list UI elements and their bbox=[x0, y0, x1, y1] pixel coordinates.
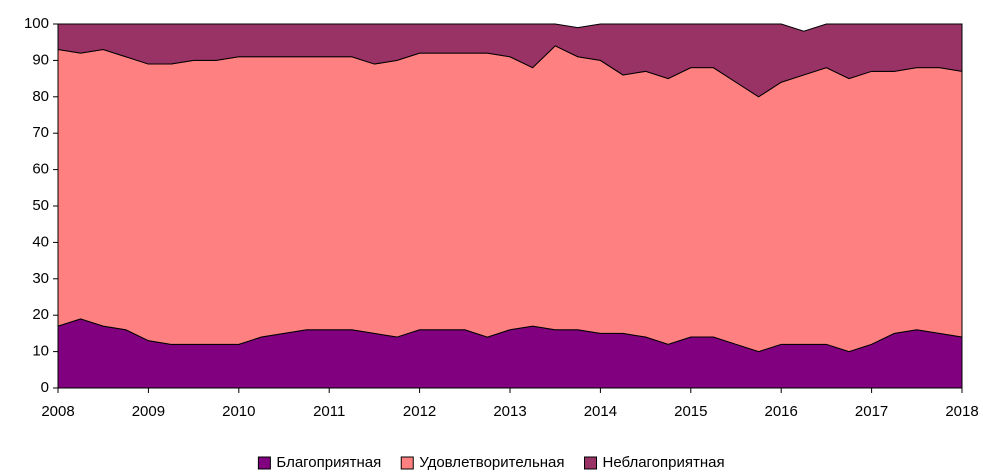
area bbox=[57, 23, 963, 98]
y-tick-label: 10 bbox=[32, 343, 49, 360]
y-tick-label: 0 bbox=[41, 379, 49, 396]
x-tick-label: 2018 bbox=[945, 403, 978, 420]
x-tick-label: 2010 bbox=[222, 403, 255, 420]
x-tick-label: 2015 bbox=[674, 403, 707, 420]
y-tick-label: 20 bbox=[32, 306, 49, 323]
x-tick-label: 2011 bbox=[313, 403, 345, 420]
y-tick-label: 60 bbox=[32, 161, 49, 178]
legend-swatch bbox=[257, 456, 271, 470]
legend-label: Благоприятная bbox=[276, 454, 381, 471]
x-tick-label: 2016 bbox=[765, 403, 798, 420]
legend-label: Неблагоприятная bbox=[603, 454, 725, 471]
y-tick-label: 50 bbox=[32, 197, 49, 214]
y-tick-label: 40 bbox=[32, 233, 49, 250]
x-tick-label: 2009 bbox=[132, 403, 165, 420]
area bbox=[57, 45, 963, 353]
y-tick-label: 70 bbox=[32, 124, 49, 141]
x-tick-label: 2008 bbox=[41, 403, 74, 420]
legend-swatch bbox=[584, 456, 598, 470]
x-tick-label: 2017 bbox=[855, 403, 888, 420]
y-tick-label: 90 bbox=[32, 51, 49, 68]
y-tick-label: 100 bbox=[24, 15, 49, 32]
y-tick-label: 30 bbox=[32, 270, 49, 287]
y-tick-label: 80 bbox=[32, 88, 49, 105]
x-tick-label: 2014 bbox=[584, 403, 617, 420]
legend-swatch bbox=[400, 456, 414, 470]
x-tick-label: 2013 bbox=[493, 403, 526, 420]
x-tick-label: 2012 bbox=[403, 403, 436, 420]
legend-label: Удовлетворительная bbox=[419, 454, 564, 471]
